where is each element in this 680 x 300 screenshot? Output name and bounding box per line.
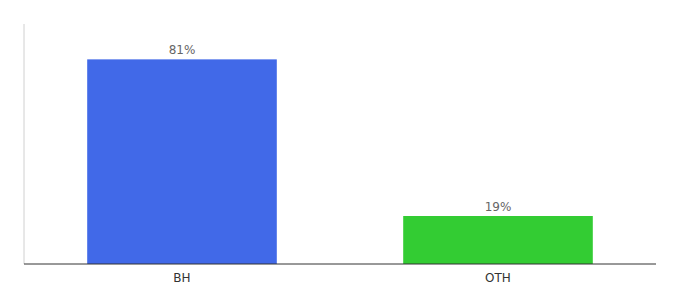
data-label: 81% [169,43,196,57]
x-axis-line [24,264,656,265]
y-axis-line [24,24,25,264]
bars [87,59,593,264]
chart-container: 81% 19% BH OTH [0,0,680,300]
chart: 81% 19% BH OTH [0,0,680,300]
data-label: 19% [485,200,512,214]
x-tick-label: OTH [485,271,511,285]
bar [403,216,593,264]
x-tick-label: BH [173,271,190,285]
bar [87,59,277,264]
